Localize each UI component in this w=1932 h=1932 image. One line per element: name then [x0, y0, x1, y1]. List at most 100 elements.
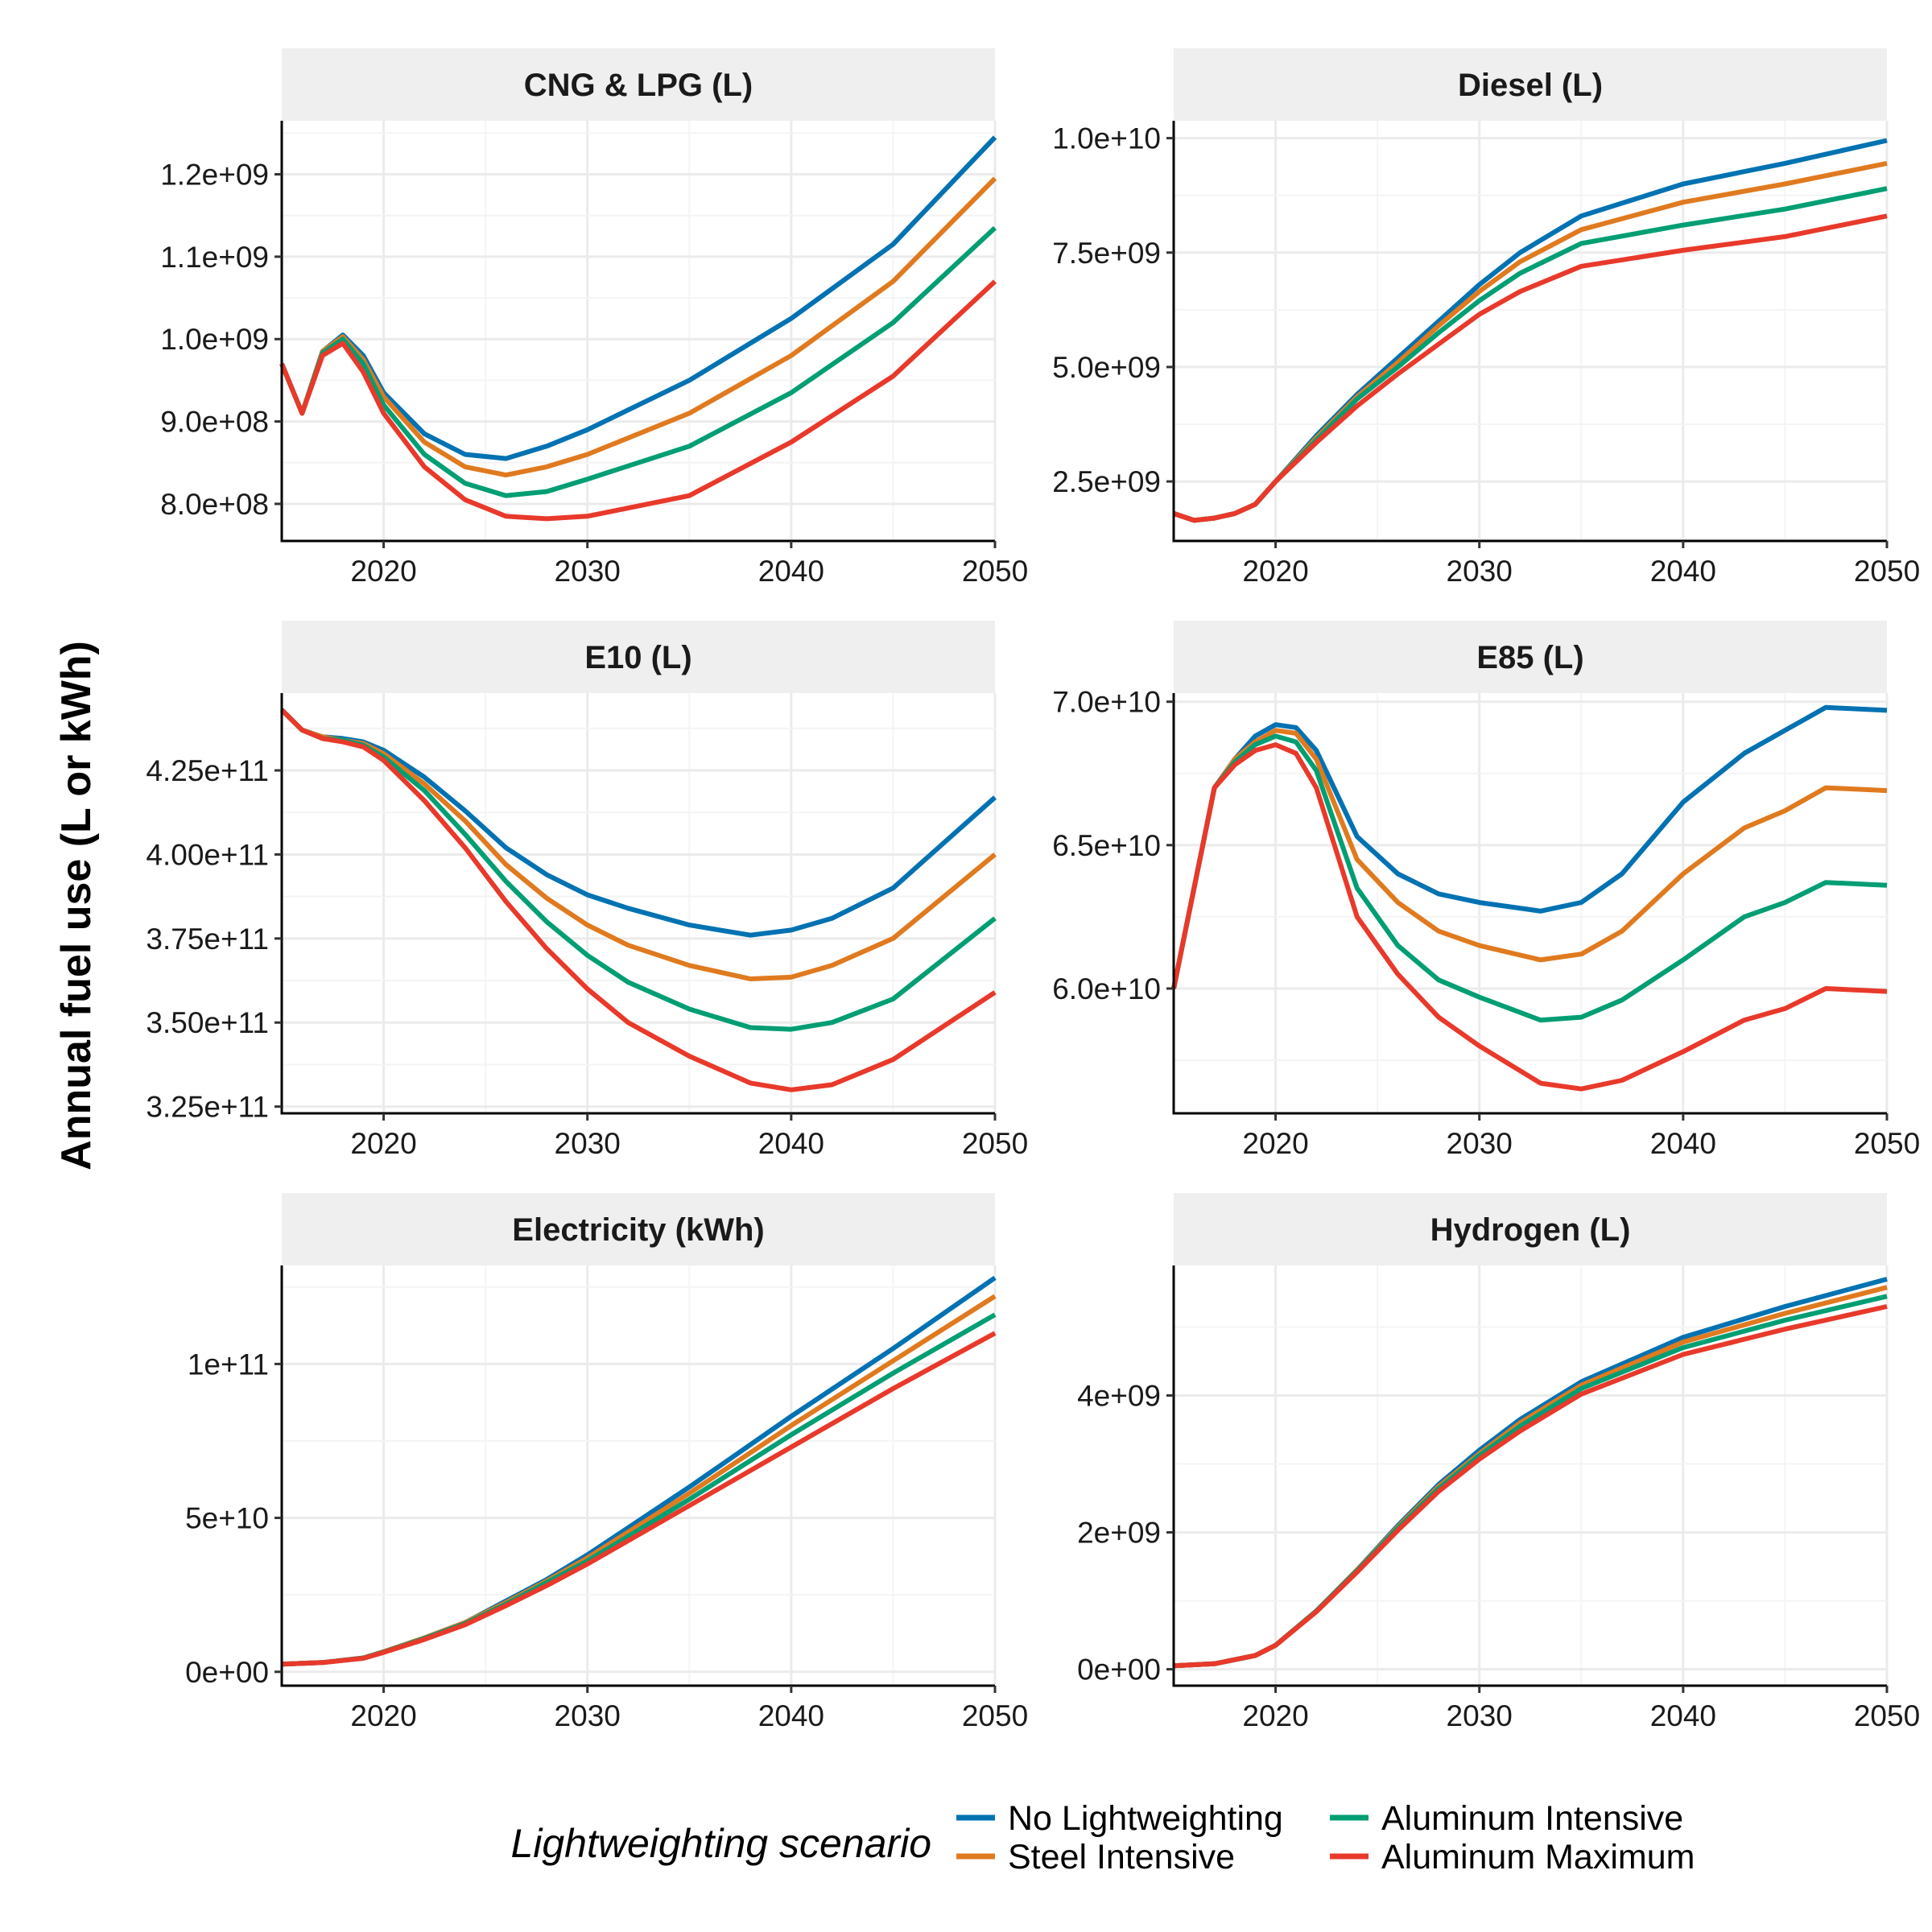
legend: Lightweighting scenario No Lightweightin…: [510, 1799, 1695, 1876]
x-tick-label: 2030: [555, 1127, 621, 1160]
series-lines: [1173, 1277, 1888, 1669]
legend-item-aluminum-maximum: Aluminum Maximum: [1330, 1838, 1695, 1876]
x-tick-label: 2030: [555, 555, 621, 588]
x-tick-label: 2040: [758, 1127, 824, 1160]
x-tick-label: 2020: [350, 1699, 416, 1732]
panel-title: Diesel (L): [1458, 68, 1603, 103]
panels: CNG & LPG (L) 2020 2030 2040 2050 8.0e+08 9.0e…: [146, 48, 1920, 1732]
panel-strip: [282, 621, 995, 693]
panel-title: Electricity (kWh): [512, 1212, 764, 1248]
y-tick-label: 1.0e+10: [1052, 122, 1161, 155]
panel-cng-lpg-l: CNG & LPG (L) 2020 2030 2040 2050 8.0e+08 9.0e…: [160, 48, 1028, 588]
legend-label: No Lightweighting: [1008, 1799, 1283, 1838]
y-tick-label: 3.75e+11: [146, 923, 269, 956]
x-tick-label: 2030: [1447, 555, 1513, 588]
x-tick-label: 2020: [350, 555, 416, 588]
x-tick-label: 2050: [962, 555, 1028, 588]
legend-item-aluminum-intensive: Aluminum Intensive: [1330, 1799, 1683, 1838]
y-tick-label: 1.1e+09: [160, 241, 269, 274]
x-tick-label: 2020: [1242, 1127, 1308, 1160]
y-tick-label: 3.50e+11: [146, 1006, 269, 1039]
legend-title: Lightweighting scenario: [510, 1821, 931, 1866]
x-tick-label: 2040: [1650, 1699, 1716, 1732]
gridlines: [282, 1265, 997, 1686]
series-line-no-lightweighting: [1173, 1277, 1888, 1669]
panel-electricity-kwh: Electricity (kWh) 2020 2030 2040 2050 0e+00 5e…: [185, 1193, 1028, 1732]
y-tick-label: 2.5e+09: [1052, 465, 1161, 498]
y-tick-label: 1.0e+09: [160, 323, 269, 356]
series-line-aluminum-maximum: [281, 1331, 997, 1667]
panel-strip: [1174, 48, 1887, 121]
legend-item-no-lightweighting: No Lightweighting: [956, 1799, 1283, 1838]
y-tick-label: 2e+09: [1077, 1517, 1161, 1550]
series-line-no-lightweighting: [279, 708, 997, 938]
series-line-aluminum-maximum: [1173, 213, 1888, 523]
y-tick-label: 5.0e+09: [1052, 351, 1161, 384]
x-tick-label: 2030: [555, 1699, 621, 1732]
series-lines: [279, 708, 997, 1092]
panel-hydrogen-l: Hydrogen (L) 2020 2030 2040 2050 0e+00 2e+09 4e…: [1077, 1193, 1920, 1732]
series-lines: [279, 135, 997, 522]
series-lines: [281, 1275, 997, 1667]
x-tick-label: 2050: [962, 1127, 1028, 1160]
gridlines: [1174, 1265, 1889, 1686]
panel-strip: [282, 48, 995, 121]
series-line-aluminum-maximum: [1173, 1304, 1888, 1669]
series-line-steel-intensive: [1173, 160, 1888, 523]
series-line-steel-intensive: [1173, 1285, 1888, 1669]
x-tick-label: 2040: [758, 1699, 824, 1732]
panel-strip: [282, 1193, 995, 1265]
y-tick-label: 3.25e+11: [146, 1091, 269, 1124]
x-tick-label: 2050: [1854, 555, 1920, 588]
x-tick-label: 2040: [1650, 555, 1716, 588]
y-tick-label: 9.0e+08: [160, 406, 269, 439]
series-lines: [1173, 138, 1888, 523]
panel-strip: [1174, 621, 1887, 693]
x-tick-label: 2040: [1650, 1127, 1716, 1160]
x-tick-label: 2020: [1242, 555, 1308, 588]
panel-diesel-l: Diesel (L) 2020 2030 2040 2050 2.5e+09 5.0e+09…: [1052, 48, 1920, 588]
series-line-steel-intensive: [1171, 728, 1888, 989]
y-axis-title: Annual fuel use (L or kWh): [53, 641, 100, 1170]
y-tick-label: 7.5e+09: [1052, 237, 1161, 270]
series-line-aluminum-maximum: [1171, 742, 1888, 1092]
y-tick-label: 6.0e+10: [1052, 972, 1161, 1005]
panel-title: E10 (L): [584, 640, 691, 675]
legend-label: Steel Intensive: [1008, 1838, 1235, 1876]
y-tick-label: 8.0e+08: [160, 488, 269, 521]
y-tick-label: 7.0e+10: [1052, 686, 1161, 719]
series-lines: [1171, 704, 1888, 1092]
series-line-aluminum-intensive: [1171, 733, 1888, 1023]
y-tick-label: 4.25e+11: [146, 754, 269, 787]
series-line-aluminum-maximum: [279, 279, 997, 522]
y-tick-label: 4.00e+11: [146, 838, 269, 871]
series-line-aluminum-intensive: [1173, 1294, 1888, 1669]
y-tick-label: 6.5e+10: [1052, 829, 1161, 862]
panel-title: Hydrogen (L): [1430, 1212, 1631, 1248]
panel-title: CNG & LPG (L): [524, 68, 753, 103]
panel-strip: [1174, 1193, 1887, 1265]
legend-label: Aluminum Intensive: [1381, 1799, 1683, 1838]
panel-e85-l: E85 (L) 2020 2030 2040 2050 6.0e+10 6.5e+10 7.0…: [1052, 621, 1920, 1160]
x-tick-label: 2030: [1447, 1699, 1513, 1732]
y-tick-label: 0e+00: [185, 1656, 269, 1689]
series-line-aluminum-intensive: [281, 1312, 997, 1667]
x-tick-label: 2050: [1854, 1127, 1920, 1160]
gridlines: [282, 121, 997, 541]
series-line-no-lightweighting: [1173, 138, 1888, 523]
series-line-no-lightweighting: [281, 1275, 997, 1667]
y-tick-label: 5e+10: [185, 1502, 269, 1535]
x-tick-label: 2050: [1854, 1699, 1920, 1732]
x-tick-label: 2050: [962, 1699, 1028, 1732]
series-line-no-lightweighting: [1171, 704, 1888, 989]
x-tick-label: 2030: [1447, 1127, 1513, 1160]
x-tick-label: 2020: [1242, 1699, 1308, 1732]
series-line-aluminum-maximum: [279, 708, 997, 1092]
y-tick-label: 0e+00: [1077, 1653, 1161, 1686]
x-tick-label: 2040: [758, 555, 824, 588]
series-line-aluminum-intensive: [279, 225, 997, 498]
x-tick-label: 2020: [350, 1127, 416, 1160]
legend-item-steel-intensive: Steel Intensive: [956, 1838, 1235, 1876]
y-tick-label: 1.2e+09: [160, 159, 269, 192]
